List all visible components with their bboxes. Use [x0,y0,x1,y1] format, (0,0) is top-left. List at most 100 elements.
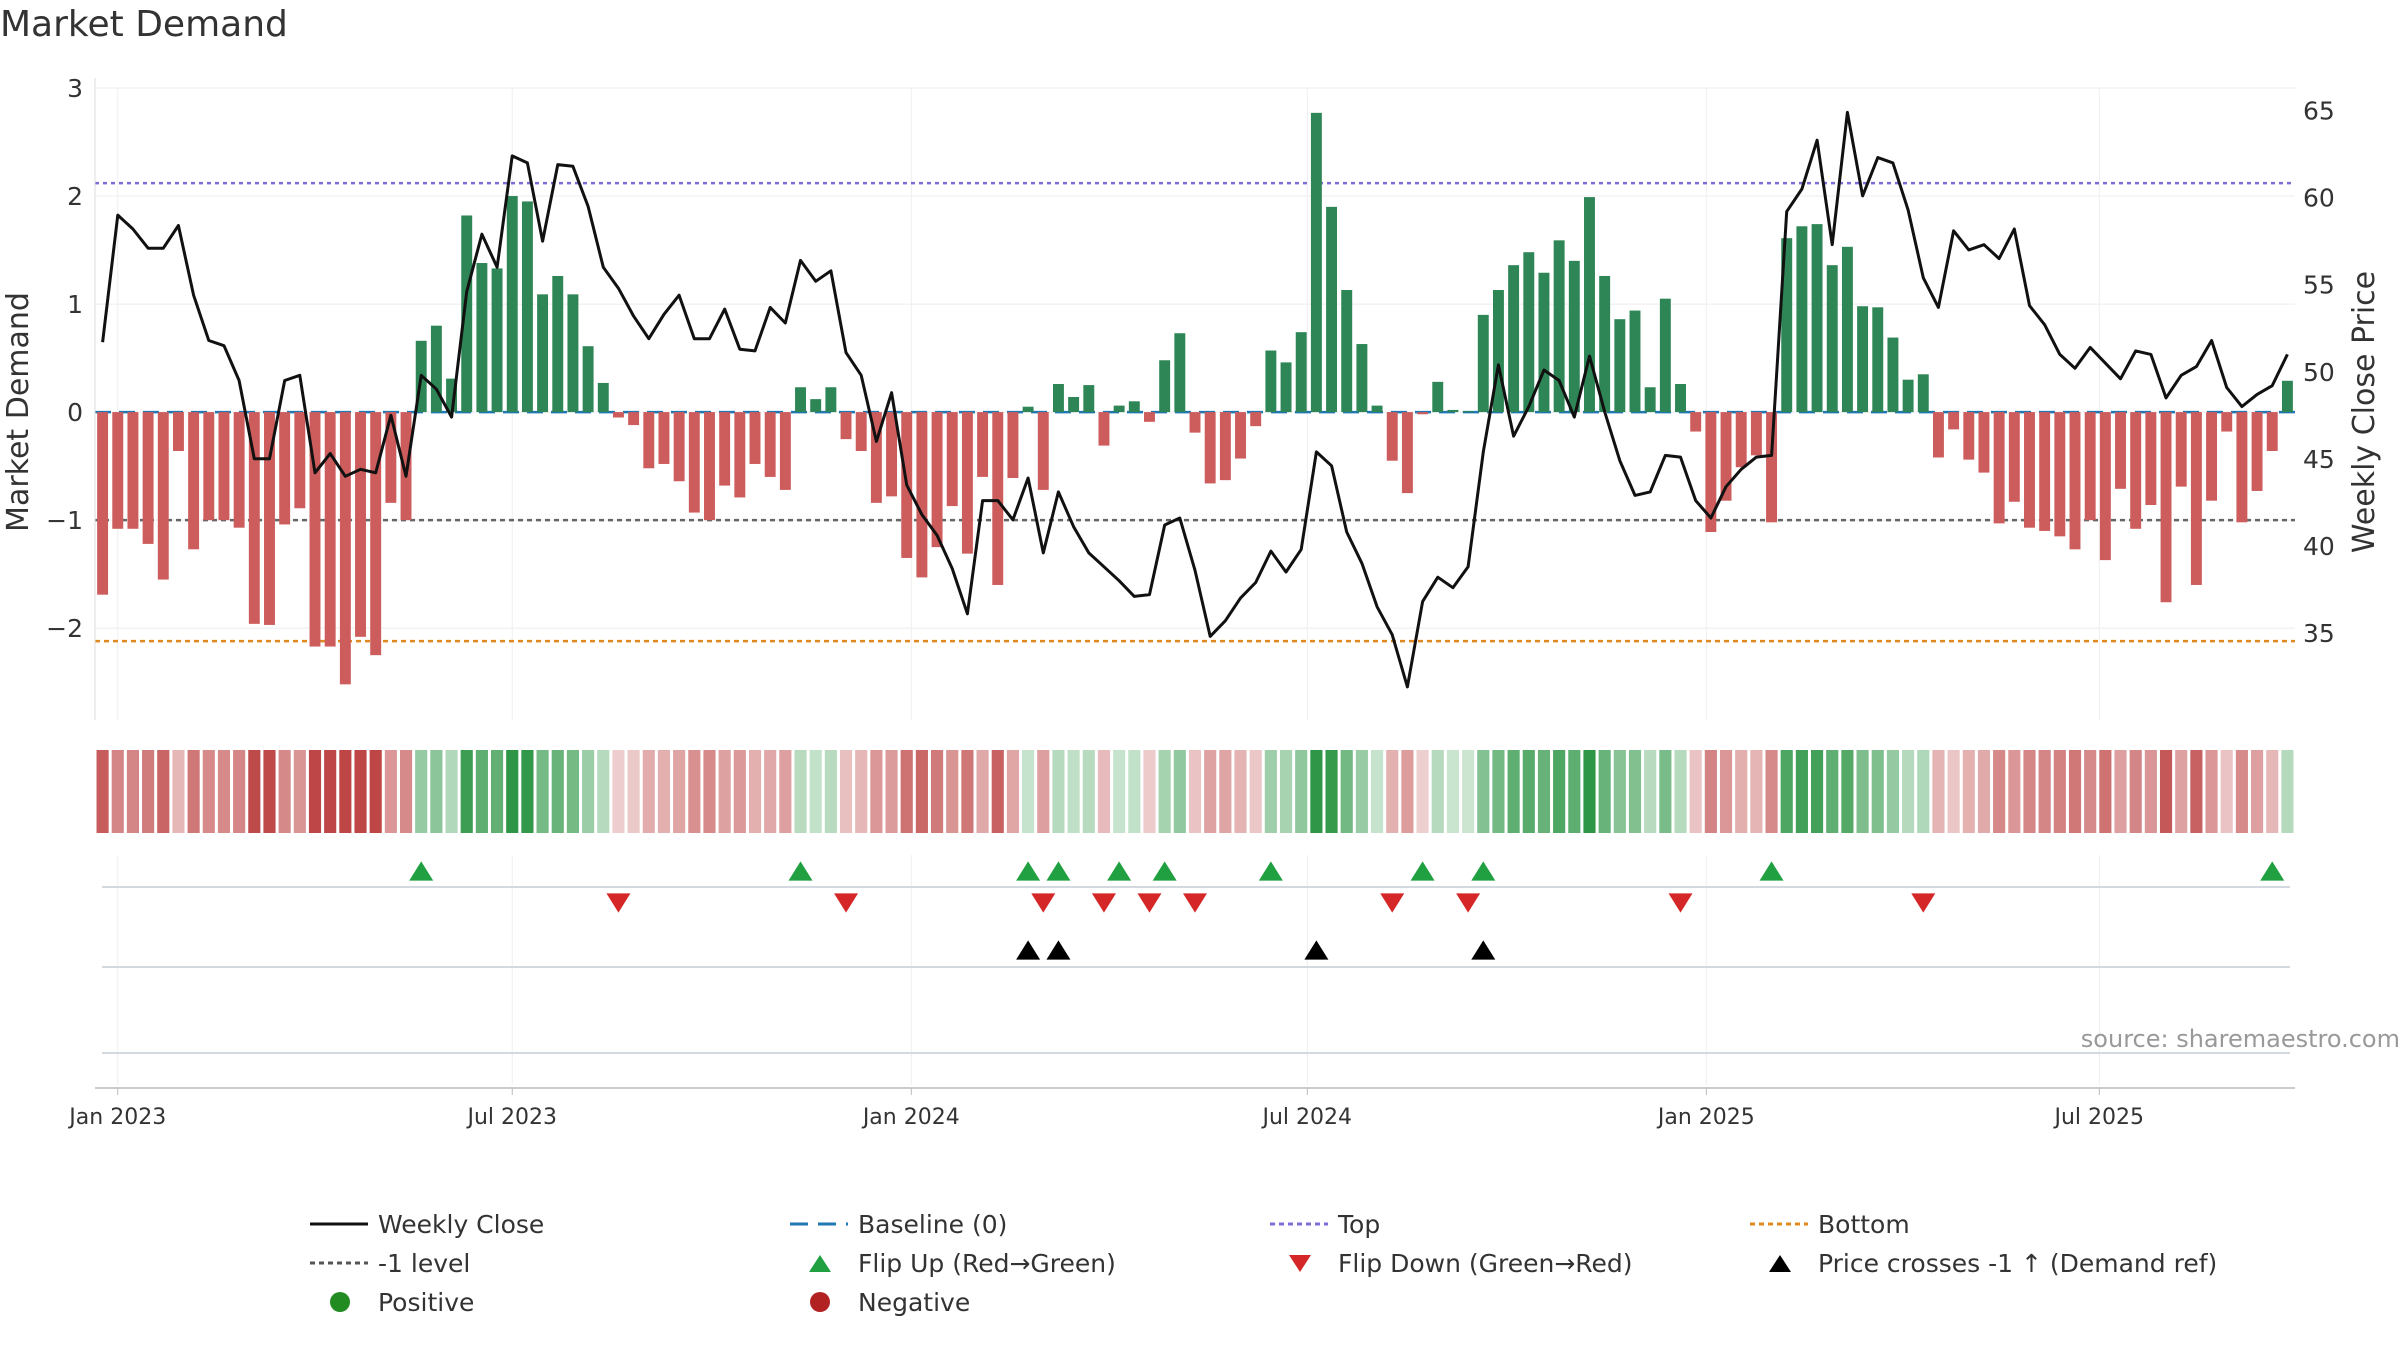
legend-label: Weekly Close [378,1209,545,1239]
demand-bar-positive [1659,298,1671,413]
legend-symbol-icon [790,1222,848,1226]
legend-item: Flip Down (Green→Red) [1260,1245,1633,1281]
demand-bar-negative [2115,412,2126,489]
heat-strip-cell [1416,750,1429,833]
demand-bar-negative [840,412,852,440]
heat-strip-cell [1947,750,1960,833]
demand-bar-negative [2251,412,2263,491]
heat-strip-cell [475,750,488,833]
heat-strip-cell [233,750,246,833]
demand-bar-negative [2054,412,2066,537]
demand-bar-negative [218,412,230,521]
y-tick-label-left: −1 [46,506,83,535]
demand-bar-positive [1599,275,1611,413]
demand-bar-positive [1341,290,1353,413]
heat-strip-cell [1674,750,1687,833]
demand-bar-negative [2190,412,2202,585]
heat-strip-cell [96,750,109,833]
demand-bar-positive [521,201,533,413]
heat-strip-cell [1841,750,1854,833]
heat-strip-cell [748,750,762,833]
demand-bar-negative [1235,412,1246,459]
demand-bar-negative [855,412,867,451]
heat-strip-cell [1719,750,1733,833]
heat-strip-cell [1977,750,1991,833]
heat-strip-cell [976,750,989,833]
demand-bar-negative [1705,412,1717,533]
x-axis: Jan 2023 Jul 2023 Jan 2024 Jul 2024 Jan 2025… [67,1088,2144,1130]
heat-strip-cell [1780,750,1793,833]
demand-bar-negative [157,412,169,580]
heat-strip-cell [1537,750,1551,833]
demand-bar-negative [886,412,898,497]
demand-bar-negative [1037,412,1049,490]
heat-strip-cell [399,750,413,833]
heat-strip-cell [369,750,382,833]
demand-bar-positive [1128,401,1140,413]
demand-bar-positive [1174,333,1186,413]
demand-bar-positive [1826,265,1838,413]
flip-up-marker [1107,861,1132,881]
heat-strip-cell [1522,750,1535,833]
legend-label: Positive [378,1287,475,1317]
heat-strip-cell [1204,750,1217,833]
demand-bar-negative [264,412,275,625]
heat-strip-cell [1067,750,1080,833]
demand-bar-negative [764,412,776,477]
demand-bar-negative [704,412,715,521]
demand-bar-negative [992,412,1004,585]
flip-down-marker [1911,893,1936,913]
heat-strip-cell [855,750,868,833]
demand-bar-negative [2099,412,2111,561]
price-cross-marker [1016,940,1041,960]
heat-strip-cell [1310,750,1323,833]
flip-down-marker [1091,893,1116,913]
heat-strip-cell [187,750,200,833]
price-cross-marker [1304,940,1329,960]
demand-bar-negative [1720,412,1732,501]
demand-bar-negative [2206,412,2218,501]
demand-bar-negative [719,412,731,486]
flip-up-marker [1759,861,1784,881]
heat-strip-cell [278,750,291,833]
legend-label: Flip Up (Red→Green) [858,1248,1116,1278]
demand-bar-positive [430,325,442,413]
heat-strip-cell [1006,750,1019,833]
y-tick-label-right: 45 [2303,445,2335,474]
demand-bar-negative [1386,412,1398,461]
heat-strip-cell [551,750,564,833]
legend-label: -1 level [378,1248,471,1278]
demand-bar-negative [2145,412,2157,506]
heat-strip-cell [718,750,731,833]
flip-down-marker [1137,893,1162,913]
demand-bar-negative [688,412,700,513]
heat-strip-cell [339,750,352,833]
heat-strip-cell [794,750,807,833]
heat-strip-cell [1158,750,1171,833]
legend: Weekly Close Baseline (0) Top Bottom -1 leve… [300,1210,2250,1330]
demand-bar-negative [1417,412,1429,415]
heat-strip-cell [1689,750,1702,833]
heat-strip-cell [445,750,458,833]
heat-strip-cell [157,750,170,833]
heat-strip-cell [1052,750,1065,833]
demand-bar-negative [370,412,382,656]
heat-strip-cell [126,750,139,833]
heat-strip-cell [1932,750,1945,833]
demand-bar-negative [1204,412,1216,484]
demand-bar-positive [1902,379,1914,413]
demand-bar-negative [1993,412,2005,524]
demand-bar-negative [172,412,184,451]
heat-strip-cell [324,750,337,833]
legend-item: Baseline (0) [780,1206,1007,1242]
heat-strip-cell [521,750,534,833]
demand-bar-negative [2008,412,2020,502]
demand-bar-positive [597,382,609,413]
demand-bar-negative [385,412,397,503]
heat-strip-cell [536,750,549,833]
demand-bar-negative [1219,412,1231,481]
heat-strip-cell [2281,750,2294,833]
y-axis-label-left: Market Demand [1,292,36,532]
demand-bar-negative [628,412,640,426]
